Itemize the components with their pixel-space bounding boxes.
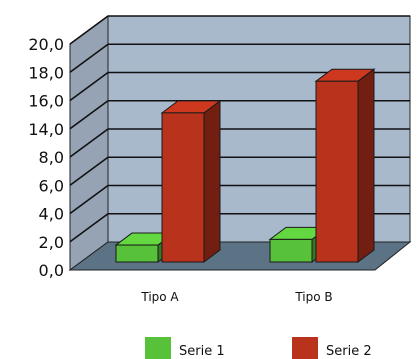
legend-swatch bbox=[145, 337, 171, 359]
y-axis-tick-labels: 0,0 2,0 4,0 6,0 8,0 14,0 16,0 18,0 20,0 bbox=[28, 35, 64, 280]
x-axis-tick-labels: Tipo A Tipo B bbox=[140, 290, 332, 304]
gridline-side bbox=[69, 71, 109, 102]
legend-item: Serie 1 bbox=[145, 337, 225, 359]
gridline-side bbox=[69, 15, 109, 45]
y-tick-label: 6,0 bbox=[39, 176, 64, 195]
legend-label: Serie 2 bbox=[326, 344, 372, 359]
y-tick-label: 14,0 bbox=[28, 120, 64, 139]
gridline-side bbox=[69, 184, 109, 215]
gridline-side bbox=[69, 100, 109, 130]
legend-swatch bbox=[292, 337, 318, 359]
chart-bars bbox=[114, 68, 376, 263]
gridline-side bbox=[69, 128, 109, 158]
bar-front bbox=[269, 238, 313, 263]
bar-serie-2-tipo-b bbox=[314, 68, 376, 263]
chart-legend: Serie 1 Serie 2 bbox=[145, 337, 372, 359]
y-tick-label: 18,0 bbox=[28, 63, 64, 82]
x-tick-label: Tipo A bbox=[140, 290, 179, 304]
legend-item: Serie 2 bbox=[292, 337, 372, 359]
y-tick-label: 16,0 bbox=[28, 92, 64, 111]
x-tick-label: Tipo B bbox=[294, 290, 332, 304]
bar-front bbox=[161, 112, 205, 263]
bar-front bbox=[315, 80, 359, 263]
gridline-side bbox=[69, 43, 109, 73]
gridline-side bbox=[69, 156, 109, 186]
bar-front bbox=[115, 244, 159, 263]
legend-label: Serie 1 bbox=[179, 344, 225, 359]
bar-serie-2-tipo-a bbox=[160, 99, 222, 263]
bar-side bbox=[203, 99, 221, 263]
bar-side bbox=[357, 68, 375, 263]
gridline-side bbox=[69, 213, 109, 243]
y-tick-label: 4,0 bbox=[39, 205, 64, 224]
y-tick-label: 2,0 bbox=[39, 233, 64, 252]
y-tick-label: 20,0 bbox=[28, 35, 64, 54]
y-tick-label: 0,0 bbox=[39, 261, 64, 280]
y-tick-label: 8,0 bbox=[39, 148, 64, 167]
